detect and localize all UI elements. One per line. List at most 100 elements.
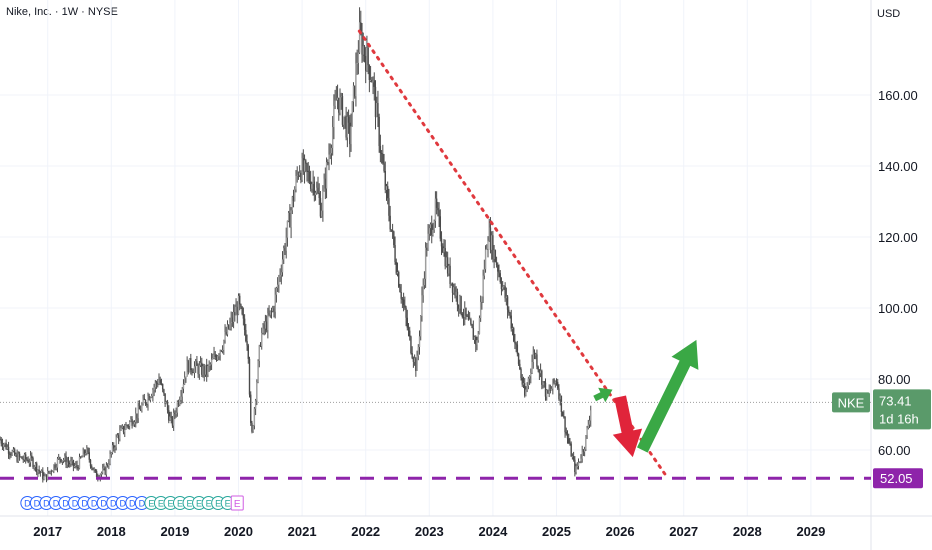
candle-body — [363, 46, 366, 56]
candle-body — [21, 456, 23, 459]
candle-body — [330, 147, 333, 154]
candle-body — [236, 306, 238, 315]
candle-body — [240, 304, 242, 308]
trend-line[interactable] — [357, 29, 670, 480]
candle-body — [437, 207, 439, 211]
candle-body — [339, 97, 341, 113]
arrow-up-icon[interactable] — [637, 339, 699, 453]
candle-body — [564, 416, 566, 433]
event-marker-label: E — [177, 499, 183, 509]
candle-body — [208, 364, 210, 366]
candle-body — [416, 355, 418, 371]
candle-body — [80, 456, 82, 458]
candle-body — [574, 459, 576, 472]
support-price-label: 52.05 — [880, 471, 913, 486]
candle-body — [181, 388, 183, 397]
event-marker-earnings-future[interactable] — [230, 495, 244, 511]
candle-body — [66, 461, 68, 465]
candle-body — [263, 324, 265, 329]
event-marker-label: D — [91, 499, 98, 509]
candle-body — [81, 456, 83, 458]
candle-body — [389, 215, 391, 230]
candle-body — [231, 317, 234, 322]
candle-body — [387, 186, 389, 199]
candle-body — [407, 327, 410, 331]
candle-body — [223, 340, 225, 350]
candle-body — [234, 312, 236, 316]
candle-body — [122, 426, 125, 433]
candle-body — [563, 416, 565, 418]
candle-body — [585, 435, 587, 450]
candle-body — [449, 265, 451, 284]
candle-body — [17, 453, 20, 462]
candle-body — [78, 456, 81, 469]
candle-body — [486, 248, 488, 250]
event-marker-label: D — [81, 499, 88, 509]
candle-body — [318, 192, 320, 198]
candle-body — [258, 345, 260, 361]
candle-body — [56, 458, 59, 468]
candle-body — [268, 313, 270, 315]
event-marker-label: E — [206, 499, 212, 509]
forecast-arrows[interactable] — [593, 339, 699, 458]
event-marker-label: D — [110, 499, 117, 509]
candle-body — [311, 184, 313, 189]
candle-body — [399, 286, 401, 292]
time-axis[interactable]: 2017 2018 2019 2020 2021 2022 2023 2024 2025 2026… — [33, 524, 825, 539]
candle-body — [504, 286, 506, 299]
candle-body — [221, 349, 224, 351]
arrow-down-icon[interactable] — [612, 395, 643, 458]
currency-selector[interactable]: USD — [877, 8, 901, 20]
y-tick-label: 60.00 — [878, 443, 911, 458]
candle-body — [152, 389, 154, 396]
candle-body — [203, 366, 205, 375]
candle-body — [73, 466, 76, 468]
y-tick-label: 120.00 — [878, 230, 918, 245]
x-tick-label: 2021 — [288, 524, 317, 539]
candle-body — [16, 454, 18, 462]
candle-body — [33, 466, 35, 468]
candle-body — [289, 212, 291, 228]
candle-body — [577, 462, 580, 466]
candle-body — [588, 420, 591, 425]
event-marker-label: E — [148, 499, 154, 509]
arrow-up-icon[interactable] — [593, 387, 613, 403]
candle-body — [190, 358, 192, 371]
candle-body — [177, 402, 180, 405]
x-tick-label: 2017 — [33, 524, 62, 539]
candle-body — [194, 361, 197, 367]
candle-body — [445, 257, 448, 267]
candle-body — [186, 361, 188, 377]
candle-body — [439, 216, 442, 239]
candle-body — [106, 465, 109, 467]
y-tick-label: 160.00 — [878, 88, 918, 103]
candle-body — [251, 422, 253, 432]
event-marker-label: D — [139, 499, 146, 509]
candle-body — [531, 362, 533, 373]
candle-body — [158, 379, 160, 385]
candle-body — [528, 376, 531, 379]
candle-body — [422, 285, 424, 296]
candle-body — [371, 79, 373, 83]
candle-body — [274, 294, 276, 312]
candle-body — [5, 443, 7, 450]
candle-body — [347, 116, 350, 123]
candle-body — [454, 287, 456, 296]
candle-body — [84, 453, 87, 455]
candle-body — [243, 318, 246, 330]
candle-body — [108, 463, 110, 467]
price-axis[interactable]: 160.00 140.00 120.00 100.00 80.00 60.00 — [878, 88, 918, 458]
candle-body — [154, 382, 157, 388]
candle-body — [553, 378, 555, 384]
candle-body — [71, 460, 73, 462]
candle-body — [230, 317, 232, 324]
candle-body — [411, 353, 413, 359]
candle-body — [532, 352, 534, 363]
candle-body — [305, 160, 307, 164]
chart-title: Nike, Inc. · 1W · NYSE — [6, 6, 118, 18]
candle-body — [20, 456, 22, 458]
candle-body — [520, 369, 522, 379]
candle-body — [355, 63, 357, 97]
